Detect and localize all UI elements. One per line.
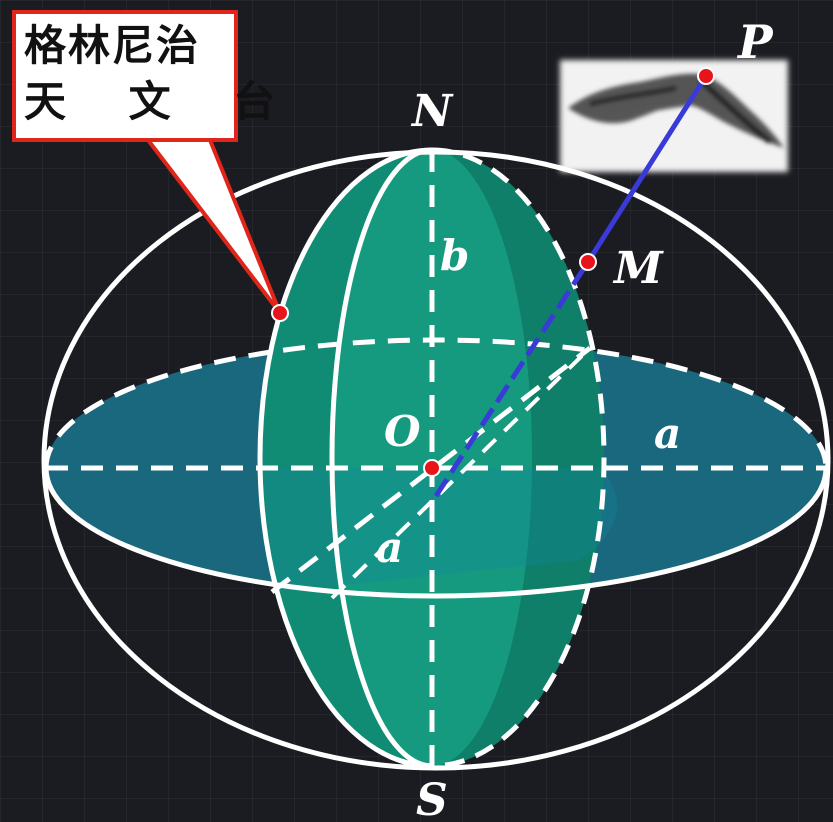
label-semi-axis-a-horizontal: a	[654, 409, 681, 458]
equator-back-dashed	[43, 337, 829, 469]
greenwich-marker	[271, 304, 289, 322]
greenwich-callout: 格林尼治 天 文 台	[12, 10, 300, 142]
label-semi-axis-b: b	[440, 231, 469, 280]
label-origin: O	[384, 407, 421, 456]
meridian-right-dashed	[431, 147, 607, 769]
label-point-m: M	[612, 243, 664, 294]
meridian-inner-outline	[329, 147, 433, 769]
equator-front-solid	[43, 467, 829, 599]
line-pm	[433, 74, 709, 498]
label-north: N	[410, 86, 454, 137]
label-south: S	[416, 775, 448, 822]
callout-line-2: 天 文 台	[24, 77, 300, 126]
mountain-image	[560, 60, 788, 172]
diagonal-axis-dashed	[270, 346, 592, 594]
label-semi-axis-a-diagonal: a	[376, 523, 403, 572]
point-p-marker	[697, 67, 715, 85]
equatorial-front-overlay	[262, 468, 618, 592]
callout-pointer	[143, 138, 282, 315]
callout-line-1: 格林尼治	[24, 21, 201, 70]
point-m-marker	[579, 253, 597, 271]
label-point-p: P	[736, 15, 774, 69]
meridian-left-outline	[257, 147, 433, 769]
origin-marker	[423, 459, 441, 477]
